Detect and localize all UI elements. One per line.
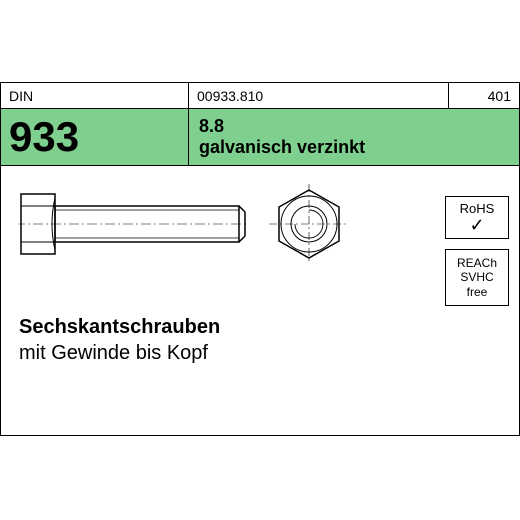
header-top-row: DIN 00933.810 401 bbox=[0, 82, 520, 108]
rohs-badge: RoHS ✓ bbox=[445, 196, 509, 239]
part-code: 00933.810 bbox=[197, 88, 263, 104]
band-right: 8.8 galvanisch verzinkt bbox=[189, 109, 519, 165]
check-icon: ✓ bbox=[469, 216, 484, 234]
bolt-top-view bbox=[269, 184, 349, 264]
description: Sechskantschrauben mit Gewinde bis Kopf bbox=[19, 314, 220, 366]
din-label: DIN bbox=[9, 88, 33, 104]
finish: galvanisch verzinkt bbox=[199, 137, 509, 158]
part-code-cell: 00933.810 bbox=[189, 83, 449, 108]
rohs-label: RoHS bbox=[460, 201, 495, 216]
reach-badge: REACh SVHC free bbox=[445, 249, 509, 306]
right-code: 401 bbox=[488, 88, 511, 104]
desc-line2: mit Gewinde bis Kopf bbox=[19, 340, 220, 366]
reach-l3: free bbox=[467, 285, 488, 299]
standard-number-cell: 933 bbox=[1, 109, 189, 165]
grade: 8.8 bbox=[199, 116, 509, 137]
reach-l2: SVHC bbox=[460, 270, 493, 284]
header-band: 933 8.8 galvanisch verzinkt bbox=[0, 108, 520, 166]
body-area: Sechskantschrauben mit Gewinde bis Kopf … bbox=[0, 166, 520, 436]
right-code-cell: 401 bbox=[449, 83, 519, 108]
reach-l1: REACh bbox=[457, 256, 497, 270]
din-label-cell: DIN bbox=[1, 83, 189, 108]
product-card: DIN 00933.810 401 933 8.8 galvanisch ver… bbox=[0, 82, 520, 438]
desc-line1: Sechskantschrauben bbox=[19, 314, 220, 340]
compliance-badges: RoHS ✓ REACh SVHC free bbox=[445, 196, 509, 316]
bolt-side-view bbox=[19, 184, 249, 264]
standard-number: 933 bbox=[9, 116, 79, 158]
